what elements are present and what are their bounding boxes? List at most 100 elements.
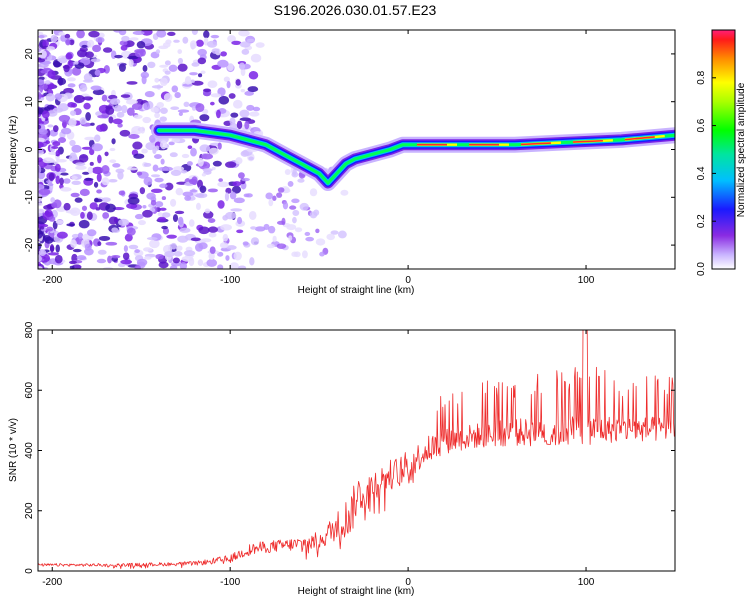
noise-blob [68,117,77,127]
snr-series-line [38,330,675,570]
noise-blob [127,196,140,205]
y-tick-label: 10 [24,96,35,108]
noise-blob [297,178,305,183]
noise-blob [191,30,198,36]
noise-blob [171,137,181,143]
noise-blob [160,107,168,114]
noise-blob [142,247,153,252]
noise-blob [160,158,165,165]
noise-blob [126,167,139,171]
noise-blob [207,218,216,223]
noise-blob [65,52,73,60]
noise-blob [161,196,167,201]
noise-blob [208,252,215,260]
noise-blob [143,102,151,111]
noise-blob [240,150,250,157]
noise-blob [38,183,45,190]
noise-blob [95,37,105,43]
noise-blob [38,157,43,163]
noise-blob [208,232,217,238]
noise-blob [172,214,179,223]
noise-blob [70,192,80,198]
noise-blob [134,50,144,58]
noise-blob [55,175,60,185]
noise-blob [188,257,195,267]
noise-blob [224,192,230,202]
noise-blob [315,228,320,234]
noise-blob [340,189,349,196]
noise-blob [195,39,204,47]
noise-blob [81,146,93,150]
noise-blob [42,39,49,48]
noise-blob [177,49,183,55]
noise-blob [239,109,250,118]
noise-blob [84,177,94,181]
noise-blob [127,227,136,236]
y-tick-label: 800 [24,321,35,338]
noise-blob [89,148,95,156]
noise-blob [178,111,183,117]
noise-blob [190,79,195,84]
noise-blob [145,142,156,151]
x-tick-label: 0 [405,275,411,286]
noise-blob [249,257,255,266]
noise-blob [242,241,249,246]
noise-blob [249,111,260,117]
noise-blob [124,233,133,242]
noise-blob [182,191,194,197]
noise-blob [129,37,139,41]
x-tick-label: -100 [220,275,240,286]
noise-blob [177,235,189,243]
noise-blob [63,87,75,94]
noise-blob [70,239,77,248]
noise-blob [116,111,125,118]
noise-blob [189,40,197,50]
noise-blob [70,176,78,180]
noise-blob [93,181,99,188]
noise-blob [38,58,46,63]
noise-blob [126,99,138,105]
noise-blob [141,148,148,154]
noise-blob [315,238,326,246]
noise-blob [217,200,225,209]
y-tick-label: -10 [24,190,35,205]
noise-blob [46,104,55,110]
noise-blob [118,218,130,227]
noise-blob [118,63,126,72]
noise-blob [194,243,204,252]
noise-blob [118,190,125,196]
noise-blob [202,168,213,172]
noise-blob [236,120,243,130]
noise-blob [160,77,168,87]
noise-blob [69,139,76,147]
noise-blob [230,208,243,212]
noise-blob [47,124,54,128]
noise-blob [108,216,118,225]
noise-blob [89,161,94,166]
noise-blob [216,109,221,119]
noise-blob [57,57,68,64]
noise-blob [201,173,207,177]
noise-blob [159,207,167,211]
noise-blob [90,122,95,126]
noise-blob [159,64,169,68]
noise-blob [96,124,106,132]
noise-blob [121,35,130,42]
noise-blob [250,237,260,246]
noise-blob [184,195,192,201]
colorbar-tick-label: 0.6 [696,118,707,132]
noise-blob [38,188,51,196]
noise-blob [197,157,204,167]
noise-blob [38,242,42,250]
colorbar-gradient [712,30,735,269]
noise-blob [155,49,161,54]
noise-blob [265,192,274,200]
colorbar-label: Normalized spectral amplitude [736,82,747,217]
noise-blob [71,144,82,153]
noise-blob [180,169,188,174]
noise-blob [241,48,250,55]
noise-blob [227,62,234,72]
noise-blob [97,154,102,164]
noise-blob [309,211,318,219]
